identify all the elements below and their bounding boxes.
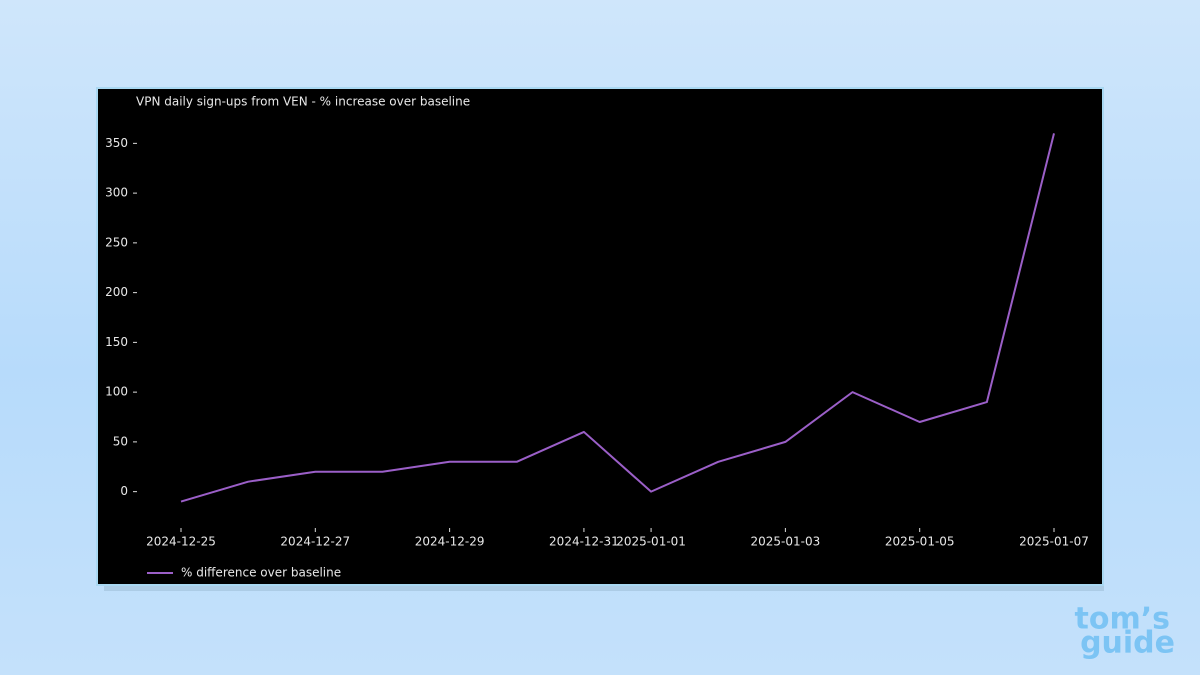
y-tick-label: 250 [105,235,128,249]
y-tick-label: 200 [105,285,128,299]
y-tick-label: 50 [113,434,128,448]
y-tick-label: 0 [120,484,128,498]
y-tick-label: 300 [105,186,128,200]
x-tick-label: 2024-12-25 [146,535,216,549]
x-tick-label: 2025-01-05 [885,535,955,549]
x-tick-label: 2025-01-01 [616,535,686,549]
logo-line1: tom’s [1075,602,1170,637]
x-tick-label: 2024-12-31 [549,535,619,549]
chart-panel [96,87,1104,586]
x-tick-label: 2025-01-07 [1019,535,1089,549]
y-tick-label: 350 [105,136,128,150]
y-tick-label: 150 [105,335,128,349]
series-line [180,133,1055,503]
y-tick-label: 100 [105,385,128,399]
x-tick-label: 2024-12-27 [280,535,350,549]
logo-line2: guide [1080,626,1175,661]
x-tick-label: 2025-01-03 [751,535,821,549]
chart-title: VPN daily sign-ups from VEN - % increase… [136,95,470,109]
x-tick-label: 2024-12-29 [415,535,485,549]
legend-label: % difference over baseline [181,566,341,580]
